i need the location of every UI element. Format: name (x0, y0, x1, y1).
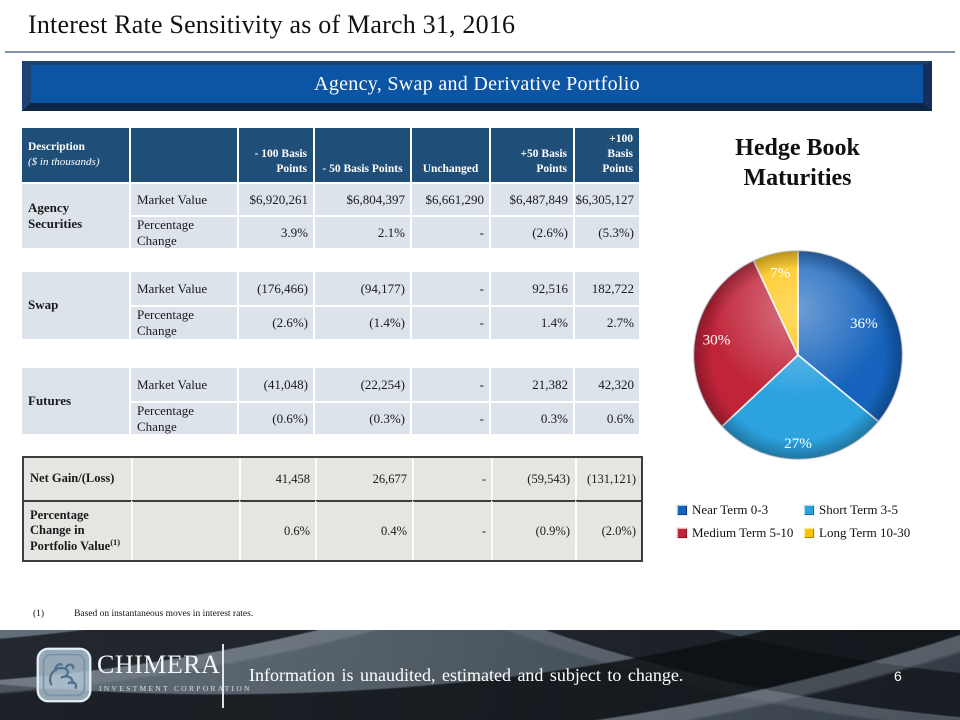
legend-swatch-red-icon (676, 527, 688, 539)
table-value: 21,382 (489, 368, 573, 401)
legend-item-short-term: Short Term 3-5 (803, 502, 910, 518)
legend-item-near-term: Near Term 0-3 (676, 502, 803, 518)
title-divider (5, 51, 955, 53)
table-value: (176,466) (237, 272, 313, 305)
table-value: - (412, 500, 491, 560)
row-header-net-gain: Net Gain/(Loss) (24, 458, 131, 500)
agency-securities-table: Description ($ in thousands) - 100 Basis… (22, 128, 639, 248)
row-label: Percentage Change (129, 305, 237, 339)
legend-swatch-light-blue-icon (803, 504, 815, 516)
table-value: (22,254) (313, 368, 410, 401)
table-value: (5.3%) (573, 215, 639, 248)
legend-swatch-yellow-icon (803, 527, 815, 539)
pie-label-36: 36% (850, 315, 878, 332)
section-banner: Agency, Swap and Derivative Portfolio (22, 61, 932, 111)
table-value: - (410, 401, 489, 434)
footer (0, 630, 960, 720)
logo-company-subtitle: INVESTMENT CORPORATION (99, 684, 252, 693)
row-label: Percentage Change (129, 401, 237, 434)
pie-label-27: 27% (784, 435, 812, 452)
table-value: (0.3%) (313, 401, 410, 434)
row-label: Market Value (129, 368, 237, 401)
table-value: 26,677 (315, 458, 412, 500)
table-value: - (410, 272, 489, 305)
table-value: $6,920,261 (237, 182, 313, 215)
net-gain-summary-table: Net Gain/(Loss) 41,458 26,677 - (59,543)… (22, 456, 643, 562)
table-value: 0.3% (489, 401, 573, 434)
column-header-plus100bp: +100 Basis Points (573, 128, 639, 182)
column-header-plus50bp: +50 Basis Points (489, 128, 573, 182)
column-header-blank (129, 128, 237, 182)
table-value: 3.9% (237, 215, 313, 248)
legend-item-long-term: Long Term 10-30 (803, 525, 910, 541)
table-value: (1.4%) (313, 305, 410, 339)
row-header-agency-securities: Agency Securities (22, 182, 129, 248)
row-header-futures: Futures (22, 368, 129, 434)
footer-disclaimer: Information is unaudited, estimated and … (249, 665, 684, 685)
table-value: 0.6% (239, 500, 315, 560)
pie-rim-shading (693, 250, 903, 460)
footnote-text: Based on instantaneous moves in interest… (74, 609, 254, 619)
table-value: (0.9%) (491, 500, 575, 560)
table-value: - (410, 368, 489, 401)
table-value: $6,305,127 (573, 182, 639, 215)
table-value: (0.6%) (237, 401, 313, 434)
column-header-minus50bp: - 50 Basis Points (313, 128, 410, 182)
summary-blank-cell (131, 458, 239, 500)
table-value: 182,722 (573, 272, 639, 305)
table-value: (59,543) (491, 458, 575, 500)
table-value: - (412, 458, 491, 500)
page-number: 6 (894, 668, 902, 684)
pie-label-30: 30% (703, 332, 731, 349)
row-header-portfolio-change: Percentage Change in Portfolio Value(1) (24, 500, 131, 560)
table-value: - (410, 305, 489, 339)
footer-divider (222, 644, 224, 708)
row-label: Percentage Change (129, 215, 237, 248)
table-value: 0.4% (315, 500, 412, 560)
row-header-swap: Swap (22, 272, 129, 339)
table-value: (131,121) (575, 458, 641, 500)
section-banner-label: Agency, Swap and Derivative Portfolio (314, 72, 640, 95)
legend-item-medium-term: Medium Term 5-10 (676, 525, 803, 541)
chart-title: Hedge Book Maturities (735, 135, 860, 191)
row-label: Market Value (129, 272, 237, 305)
chimera-logo-icon (36, 647, 92, 703)
column-header-unchanged: Unchanged (410, 128, 489, 182)
pie-chart-svg: 36% 27% 30% 7% (692, 249, 904, 461)
footnote-marker: (1) (33, 609, 45, 619)
swap-table: Swap Market Value (176,466) (94,177) - 9… (22, 272, 639, 339)
table-value: 2.1% (313, 215, 410, 248)
table-value: (2.6%) (489, 215, 573, 248)
footnote-ref: (1) (110, 536, 121, 547)
pie-legend: Near Term 0-3 Short Term 3-5 Medium Term… (676, 502, 910, 541)
table-value: 92,516 (489, 272, 573, 305)
table-value: $6,487,849 (489, 182, 573, 215)
legend-swatch-dark-blue-icon (676, 504, 688, 516)
table-value: (2.0%) (575, 500, 641, 560)
table-value: (41,048) (237, 368, 313, 401)
row-label: Market Value (129, 182, 237, 215)
table-value: 41,458 (239, 458, 315, 500)
summary-blank-cell (131, 500, 239, 560)
table-value: $6,661,290 (410, 182, 489, 215)
hedge-book-pie-chart: 36% 27% 30% 7% (683, 240, 913, 470)
page-title: Interest Rate Sensitivity as of March 31… (28, 10, 516, 39)
column-header-description: Description ($ in thousands) (22, 128, 129, 182)
column-header-minus100bp: - 100 Basis Points (237, 128, 313, 182)
pie-label-7: 7% (770, 265, 791, 282)
table-value: 1.4% (489, 305, 573, 339)
table-value: 0.6% (573, 401, 639, 434)
table-value: 42,320 (573, 368, 639, 401)
table-value: - (410, 215, 489, 248)
logo-company-name: CHIMERA (97, 650, 221, 679)
table-value: (94,177) (313, 272, 410, 305)
futures-table: Futures Market Value (41,048) (22,254) -… (22, 368, 639, 434)
table-value: $6,804,397 (313, 182, 410, 215)
footnote: (1) Based on instantaneous moves in inte… (33, 609, 253, 619)
table-value: (2.6%) (237, 305, 313, 339)
description-subtext: ($ in thousands) (28, 156, 100, 169)
table-value: 2.7% (573, 305, 639, 339)
